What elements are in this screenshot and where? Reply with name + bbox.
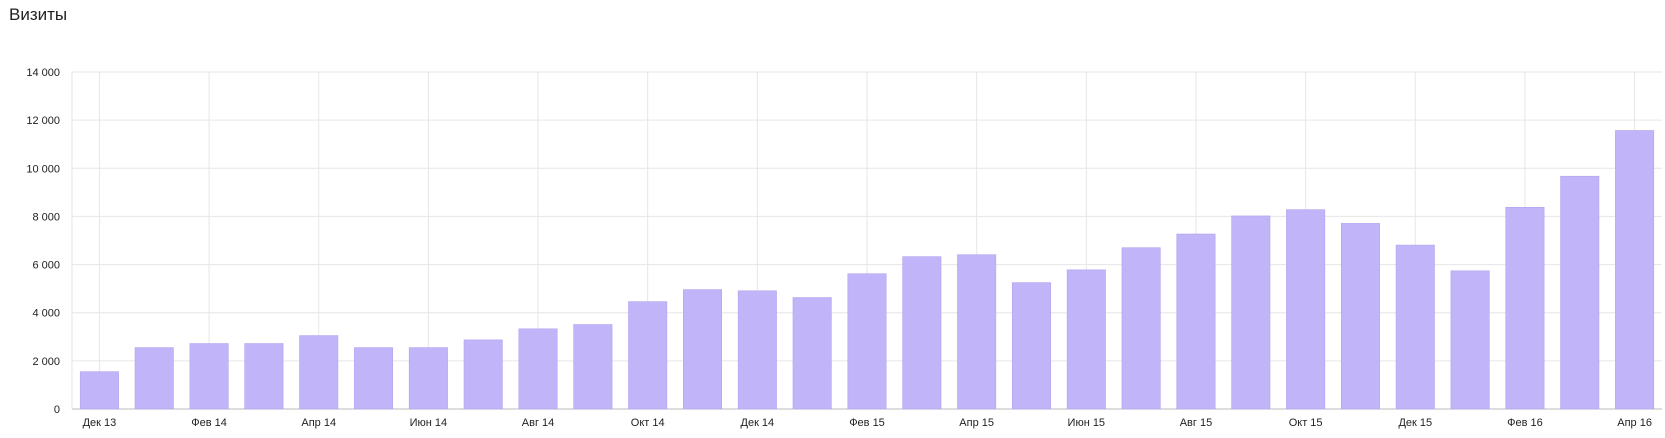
bar — [244, 343, 284, 410]
y-tick-label: 2 000 — [32, 356, 60, 368]
y-tick-label: 12 000 — [26, 115, 60, 127]
bars — [79, 130, 1655, 410]
bar — [1615, 130, 1655, 410]
x-tick-label: Фев 14 — [191, 417, 227, 429]
bar — [1176, 233, 1216, 410]
x-tick-label: Авг 14 — [522, 417, 554, 429]
bar — [1011, 282, 1051, 410]
bar — [408, 347, 448, 410]
bar — [737, 290, 777, 410]
x-tick-label: Апр 15 — [959, 417, 994, 429]
y-tick-label: 14 000 — [26, 67, 60, 79]
bar — [518, 328, 558, 410]
x-tick-label: Июн 14 — [410, 417, 448, 429]
bar — [1560, 175, 1600, 410]
bar — [683, 289, 723, 410]
bar — [1450, 270, 1490, 410]
bar — [1340, 223, 1380, 410]
bar — [792, 297, 832, 410]
x-tick-label: Фев 15 — [849, 417, 885, 429]
bar — [628, 301, 668, 410]
y-tick-label: 8 000 — [32, 211, 60, 223]
y-tick-label: 0 — [54, 404, 60, 416]
x-axis-ticks: Дек 13 Фев 14 Апр 14 Июн 14 Авг 14 Окт 14 Дек … — [83, 417, 1652, 429]
bar — [902, 256, 942, 410]
bar — [1286, 209, 1326, 410]
bar — [847, 273, 887, 410]
x-tick-label: Дек 15 — [1398, 417, 1432, 429]
x-tick-label: Авг 15 — [1180, 417, 1212, 429]
bar — [1231, 215, 1271, 410]
y-axis-ticks: 0 2 000 4 000 6 000 8 000 10 000 12 000 14 000 — [26, 67, 60, 416]
y-tick-label: 4 000 — [32, 308, 60, 320]
bar — [957, 254, 997, 410]
bar — [299, 335, 339, 410]
bar — [134, 347, 174, 410]
bar — [1395, 244, 1435, 410]
bar — [354, 347, 394, 410]
bar — [573, 324, 613, 410]
x-tick-label: Апр 16 — [1617, 417, 1652, 429]
chart-title: Визиты — [9, 5, 68, 24]
bar — [1121, 247, 1161, 410]
x-tick-label: Окт 14 — [631, 417, 665, 429]
x-tick-label: Июн 15 — [1068, 417, 1106, 429]
x-tick-label: Фев 16 — [1507, 417, 1543, 429]
x-tick-label: Дек 13 — [83, 417, 117, 429]
x-tick-label: Апр 14 — [301, 417, 336, 429]
y-tick-label: 6 000 — [32, 260, 60, 272]
bar — [189, 343, 229, 410]
y-tick-label: 10 000 — [26, 163, 60, 175]
bar — [79, 371, 119, 410]
x-tick-label: Окт 15 — [1289, 417, 1323, 429]
x-tick-label: Дек 14 — [741, 417, 775, 429]
bar — [1066, 269, 1106, 410]
bar — [1505, 206, 1545, 410]
bar — [463, 339, 503, 410]
